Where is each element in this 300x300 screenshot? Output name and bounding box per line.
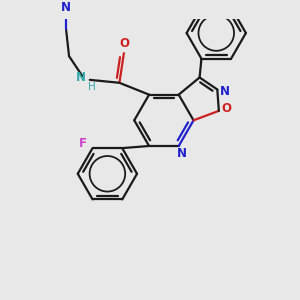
Text: F: F: [79, 137, 87, 150]
Text: N: N: [61, 1, 71, 14]
Text: H: H: [88, 82, 95, 92]
Text: O: O: [221, 103, 231, 116]
Text: O: O: [119, 38, 129, 50]
Text: N: N: [76, 71, 85, 85]
Text: N: N: [176, 147, 187, 160]
Text: N: N: [220, 85, 230, 98]
